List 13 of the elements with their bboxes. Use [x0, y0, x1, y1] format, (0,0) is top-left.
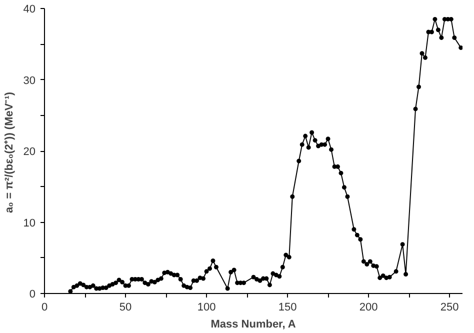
x-tick-label: 0 [41, 302, 48, 314]
x-tick-label: 50 [119, 302, 132, 314]
y-axis-title: a₀ = π²/(bε₀(2⁺)) (MeV⁻¹) [3, 92, 16, 214]
y-tick-label: 10 [23, 217, 36, 230]
y-tick-label: 40 [23, 4, 36, 16]
y-tick-label: 30 [23, 74, 36, 87]
x-tick-label: 150 [278, 302, 297, 314]
x-axis-title: Mass Number, A [210, 318, 296, 330]
y-tick-label: 20 [23, 146, 36, 158]
x-tick-label: 200 [359, 302, 378, 314]
x-tick-label: 100 [197, 302, 216, 314]
y-tick-label: 0 [29, 288, 36, 300]
x-tick-label: 250 [440, 302, 459, 314]
